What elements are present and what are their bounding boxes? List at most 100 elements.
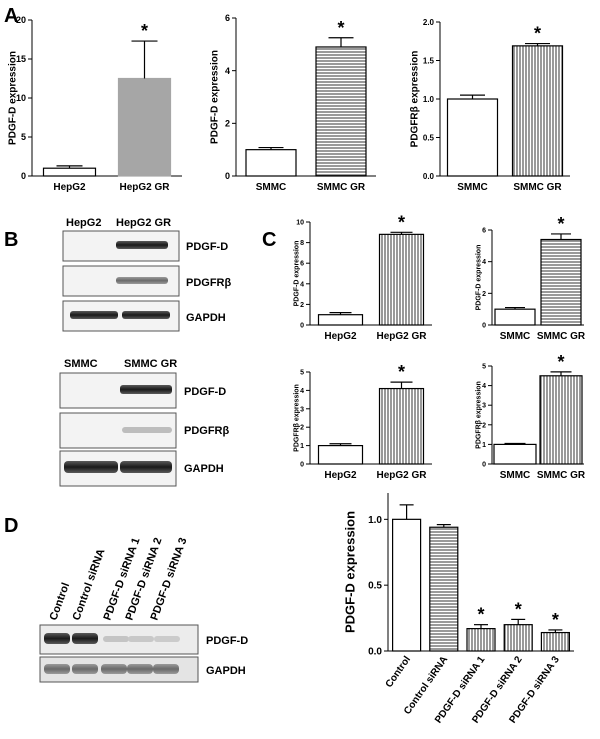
y-tick-label: 5: [300, 369, 304, 376]
y-tick-label: 15: [16, 54, 26, 64]
y-tick-label: 1: [482, 442, 486, 449]
significance-marker: *: [557, 352, 564, 372]
y-tick-label: 0.5: [423, 133, 435, 142]
x-tick-label: HepG2: [324, 331, 357, 342]
y-tick-label: 1.5: [423, 56, 435, 65]
x-tick-label: Control: [384, 654, 414, 690]
significance-marker: *: [552, 610, 559, 630]
y-tick-label: 5: [21, 132, 26, 142]
blot-band: [72, 633, 98, 644]
blot-band-label: PDGFRβ: [186, 277, 232, 289]
y-tick-label: 0: [482, 461, 486, 468]
y-tick-label: 1.0: [368, 515, 382, 526]
y-tick-label: 4: [300, 281, 304, 288]
x-tick-label: HepG2 GR: [119, 182, 170, 193]
blot-band: [72, 664, 98, 674]
x-tick-label: SMMC GR: [537, 331, 586, 342]
bar: [117, 77, 172, 177]
western-blot-hepg2: HepG2 HepG2 GR PDGF-D PDGFRβ GAPDH: [62, 217, 232, 332]
y-axis-label: PDGFRβ expression: [410, 51, 421, 148]
y-tick-label: 4: [482, 383, 486, 390]
x-tick-label: SMMC: [500, 331, 531, 342]
significance-marker: *: [515, 599, 522, 619]
y-axis-label: PDGF-D expression: [293, 241, 300, 307]
significance-marker: *: [141, 21, 148, 41]
blot-band: [103, 636, 129, 642]
chart-a3-pdgfrb-smmc: 0.0 0.5 1.0 1.5 2.0 PDGFRβ expression SMMC * SMM…: [410, 18, 570, 193]
y-tick-label: 8: [300, 240, 304, 247]
blot-band: [44, 664, 70, 674]
y-tick-label: 0: [482, 322, 486, 329]
bar: [493, 443, 537, 465]
y-tick-label: 4: [482, 259, 486, 266]
bar: [315, 46, 367, 177]
western-blot-smmc: SMMC SMMC GR PDGF-D PDGFRβ GAPDH: [59, 358, 230, 487]
panel-label-d: D: [4, 515, 18, 537]
bar: [317, 445, 364, 465]
y-axis-label: PDGFRβ expression: [293, 384, 300, 452]
blot-lane-label: Control siRNA: [71, 547, 108, 622]
chart-c1-pdgfd-hepg2: 0 2 4 6 8 10 PDGF-D expression HepG2 * HepG2 GR: [293, 212, 432, 342]
western-blot-sirna: Control Control siRNA PDGF-D siRNA 1 PDG…: [39, 536, 248, 683]
blot-band: [116, 241, 168, 249]
blot-band-label: GAPDH: [184, 463, 224, 475]
y-tick-label: 2: [482, 291, 486, 298]
x-tick-label: SMMC GR: [537, 470, 586, 481]
blot-band: [153, 664, 179, 674]
x-tick-label: HepG2: [324, 470, 357, 481]
chart-c2-pdgfd-smmc: 0 2 4 6 PDGF-D expression SMMC * SMMC GR: [475, 214, 585, 342]
x-tick-label: HepG2: [53, 182, 86, 193]
blot-band: [122, 427, 172, 433]
significance-marker: *: [557, 214, 564, 234]
blot-band: [101, 664, 127, 674]
y-tick-label: 0: [21, 171, 26, 181]
bar: [446, 98, 499, 177]
y-axis-label: PDGF-D expression: [343, 511, 358, 633]
y-axis-label: PDGFRβ expression: [475, 381, 482, 449]
blot-band-label: PDGF-D: [184, 386, 226, 398]
blot-band: [70, 311, 118, 319]
y-tick-label: 2.0: [423, 18, 435, 27]
blot-band: [120, 385, 172, 394]
bar: [540, 238, 582, 326]
blot-band: [127, 664, 153, 674]
bar: [429, 526, 459, 652]
y-tick-label: 0: [300, 461, 304, 468]
blot-band: [44, 633, 70, 644]
y-tick-label: 2: [300, 302, 304, 309]
blot-band-label: PDGF-D: [186, 241, 228, 253]
x-tick-label: SMMC: [256, 182, 287, 193]
y-tick-label: 6: [482, 227, 486, 234]
x-tick-label: SMMC GR: [317, 182, 366, 193]
blot-band: [154, 636, 180, 642]
blot-band-label: GAPDH: [206, 665, 246, 677]
y-tick-label: 2: [482, 422, 486, 429]
bar: [317, 314, 364, 326]
bar: [494, 308, 536, 326]
y-tick-label: 0.5: [368, 581, 382, 592]
y-tick-label: 6: [225, 13, 230, 23]
significance-marker: *: [534, 24, 541, 44]
blot-lane-label: SMMC GR: [124, 358, 177, 370]
y-tick-label: 5: [482, 363, 486, 370]
bar: [378, 387, 425, 465]
significance-marker: *: [398, 362, 405, 382]
panel-label-b: B: [4, 229, 18, 251]
y-axis-label: PDGF-D expression: [210, 50, 221, 144]
bar: [503, 624, 533, 652]
y-tick-label: 3: [482, 403, 486, 410]
bar: [42, 167, 97, 177]
y-tick-label: 0: [300, 322, 304, 329]
blot-band-label: PDGF-D: [206, 635, 248, 647]
blot-band: [128, 636, 154, 642]
blot-band: [64, 461, 118, 473]
significance-marker: *: [337, 18, 344, 38]
blot-band: [116, 277, 168, 284]
y-tick-label: 0.0: [423, 172, 435, 181]
blot-band: [120, 461, 172, 473]
x-tick-label: SMMC: [500, 470, 531, 481]
chart-a1-pdgfd-hepg2: 0 5 10 15 20 PDGF-D expression HepG2 * HepG2 GR: [8, 15, 182, 193]
blot-lane-label: HepG2: [66, 217, 101, 229]
